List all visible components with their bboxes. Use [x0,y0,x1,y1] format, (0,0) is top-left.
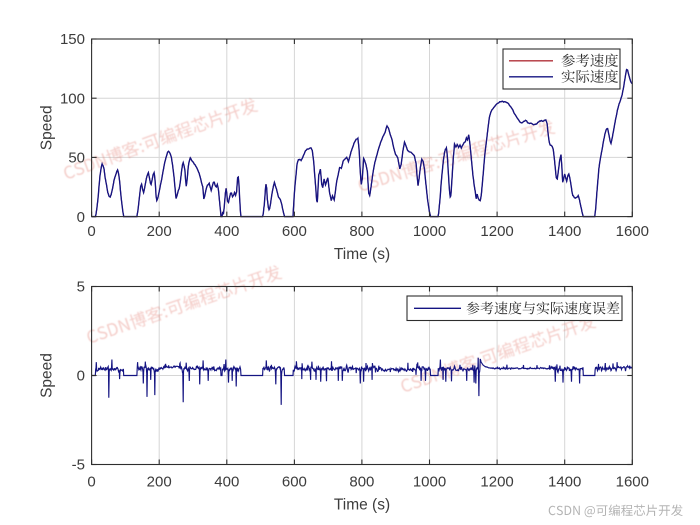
svg-text:200: 200 [147,474,172,491]
svg-text:50: 50 [68,150,85,167]
svg-text:1200: 1200 [480,474,513,491]
svg-text:Time (s): Time (s) [334,246,390,263]
svg-text:800: 800 [349,223,374,240]
svg-text:Time (s): Time (s) [334,497,390,514]
svg-text:-5: -5 [72,457,85,474]
svg-text:5: 5 [77,279,85,296]
svg-text:100: 100 [60,90,85,107]
svg-text:600: 600 [282,474,307,491]
svg-text:1400: 1400 [548,474,581,491]
svg-text:400: 400 [214,474,239,491]
svg-text:800: 800 [349,474,374,491]
svg-text:1600: 1600 [616,223,649,240]
svg-text:400: 400 [214,223,239,240]
svg-text:1000: 1000 [413,223,446,240]
svg-text:Speed: Speed [39,353,56,398]
svg-text:1600: 1600 [616,474,649,491]
svg-text:1400: 1400 [548,223,581,240]
svg-text:1000: 1000 [413,474,446,491]
svg-text:0: 0 [87,223,95,240]
svg-text:0: 0 [77,209,85,226]
svg-text:150: 150 [60,31,85,48]
svg-text:0: 0 [87,474,95,491]
svg-text:0: 0 [77,368,85,385]
svg-text:Speed: Speed [39,105,56,150]
svg-text:1200: 1200 [480,223,513,240]
svg-text:600: 600 [282,223,307,240]
svg-text:200: 200 [147,223,172,240]
